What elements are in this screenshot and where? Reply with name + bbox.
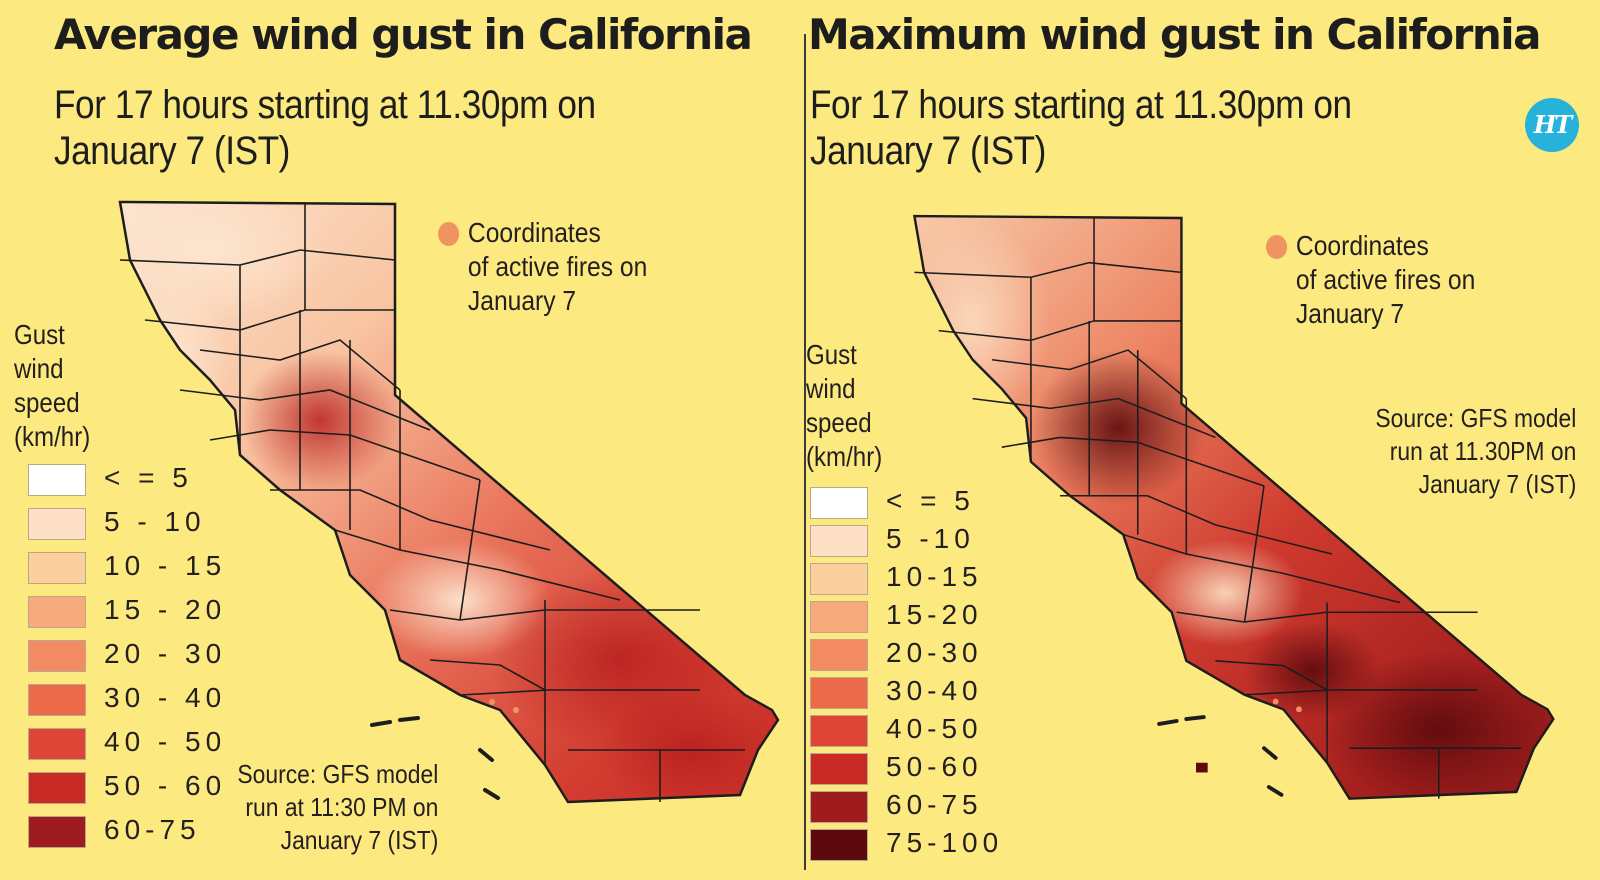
channel-islands xyxy=(370,716,500,800)
legend-swatch xyxy=(810,525,868,557)
legend-label: 30 - 40 xyxy=(104,682,227,713)
legend-label: 5 -10 xyxy=(886,523,975,554)
legend-label: 30-40 xyxy=(886,675,983,706)
legend-swatch xyxy=(810,829,868,861)
legend-label: 40-50 xyxy=(886,713,983,744)
legend-title-line: wind xyxy=(14,353,64,384)
legend-swatch xyxy=(810,601,868,633)
channel-islands xyxy=(1157,715,1284,797)
fires-note-line: Coordinates xyxy=(467,217,601,248)
legend-label: 50-60 xyxy=(886,751,983,782)
legend-swatch xyxy=(28,816,86,848)
legend-label: 10 - 15 xyxy=(104,550,227,581)
legend-label: 15-20 xyxy=(886,599,983,630)
legend-title-line: Gust xyxy=(14,319,65,350)
legend-swatch xyxy=(28,464,86,496)
legend-label: < = 5 xyxy=(886,485,975,516)
fires-note: Coordinates of active fires on January 7 xyxy=(1266,229,1475,331)
fires-note: Coordinates of active fires on January 7 xyxy=(438,216,647,318)
panel-title: Maximum wind gust in California xyxy=(808,10,1541,59)
state-outline xyxy=(912,214,1555,800)
legend-title-line: speed xyxy=(806,407,872,438)
active-fire-markers xyxy=(489,699,519,713)
source-line: run at 11.30PM on xyxy=(1389,436,1576,466)
legend-title: Gust wind speed (km/hr) xyxy=(14,318,126,454)
legend-swatch xyxy=(810,753,868,785)
legend-swatch xyxy=(28,640,86,672)
legend-label: 60-75 xyxy=(886,789,983,820)
legend-title: Gust wind speed (km/hr) xyxy=(806,338,918,474)
legend-swatch xyxy=(810,677,868,709)
fire-marker-key xyxy=(1266,235,1288,259)
county-borders xyxy=(914,218,1522,799)
source-note: Source: GFS model run at 11:30 PM on Jan… xyxy=(237,758,438,857)
fires-note-line: January 7 xyxy=(1295,298,1405,329)
legend-swatch xyxy=(810,639,868,671)
legend-swatch xyxy=(28,552,86,584)
maximum-gust-panel: Maximum wind gust in California For 17 h… xyxy=(800,0,1600,880)
panel-divider xyxy=(804,34,806,870)
panel-title: Average wind gust in California xyxy=(54,10,753,59)
panel-subtitle: For 17 hours starting at 11.30pm on Janu… xyxy=(54,83,596,173)
legend-label: 40 - 50 xyxy=(104,726,227,757)
legend-title-line: (km/hr) xyxy=(14,421,91,452)
legend-label: 10-15 xyxy=(886,561,983,592)
legend-label: 5 - 10 xyxy=(104,506,206,537)
legend-title-line: speed xyxy=(14,387,80,418)
legend-label: 50 - 60 xyxy=(104,770,227,801)
legend-swatch xyxy=(810,563,868,595)
source-line: January 7 (IST) xyxy=(280,825,438,855)
legend-label: 20 - 30 xyxy=(104,638,227,669)
legend-title-line: (km/hr) xyxy=(806,441,883,472)
legend-swatch xyxy=(28,728,86,760)
source-line: Source: GFS model xyxy=(1375,403,1576,433)
legend-label: 20-30 xyxy=(886,637,983,668)
source-line: run at 11:30 PM on xyxy=(245,792,438,822)
fire-marker-key xyxy=(438,222,460,246)
county-borders xyxy=(119,204,745,802)
legend-label: 75-100 xyxy=(886,827,1004,858)
fires-note-line: January 7 xyxy=(467,285,577,316)
legend-swatch xyxy=(28,508,86,540)
source-line: Source: GFS model xyxy=(237,759,438,789)
legend-label: 15 - 20 xyxy=(104,594,227,625)
ht-logo: HT xyxy=(1525,98,1579,152)
panel-subtitle: For 17 hours starting at 11.30pm on Janu… xyxy=(810,83,1352,173)
source-note: Source: GFS model run at 11.30PM on Janu… xyxy=(1375,402,1576,501)
legend-swatch xyxy=(28,772,86,804)
legend-swatch xyxy=(810,791,868,823)
fires-note-line: Coordinates xyxy=(1295,230,1429,261)
legend-label: < = 5 xyxy=(104,462,193,493)
fires-note-line: of active fires on xyxy=(467,251,648,282)
active-fire-markers xyxy=(1272,698,1302,713)
legend-title-line: wind xyxy=(806,373,856,404)
california-average-gust-map xyxy=(118,200,780,804)
legend-title-line: Gust xyxy=(806,339,857,370)
state-outline xyxy=(118,200,780,804)
legend-label: 60-75 xyxy=(104,814,201,845)
island-raster-cell xyxy=(1196,762,1208,773)
california-maximum-gust-map xyxy=(912,214,1555,800)
source-line: January 7 (IST) xyxy=(1418,469,1576,499)
legend-swatch xyxy=(28,684,86,716)
legend-swatch xyxy=(28,596,86,628)
legend-swatch xyxy=(810,715,868,747)
fires-note-line: of active fires on xyxy=(1295,264,1476,295)
legend-swatch xyxy=(810,487,868,519)
average-gust-panel: Average wind gust in California For 17 h… xyxy=(14,10,780,857)
